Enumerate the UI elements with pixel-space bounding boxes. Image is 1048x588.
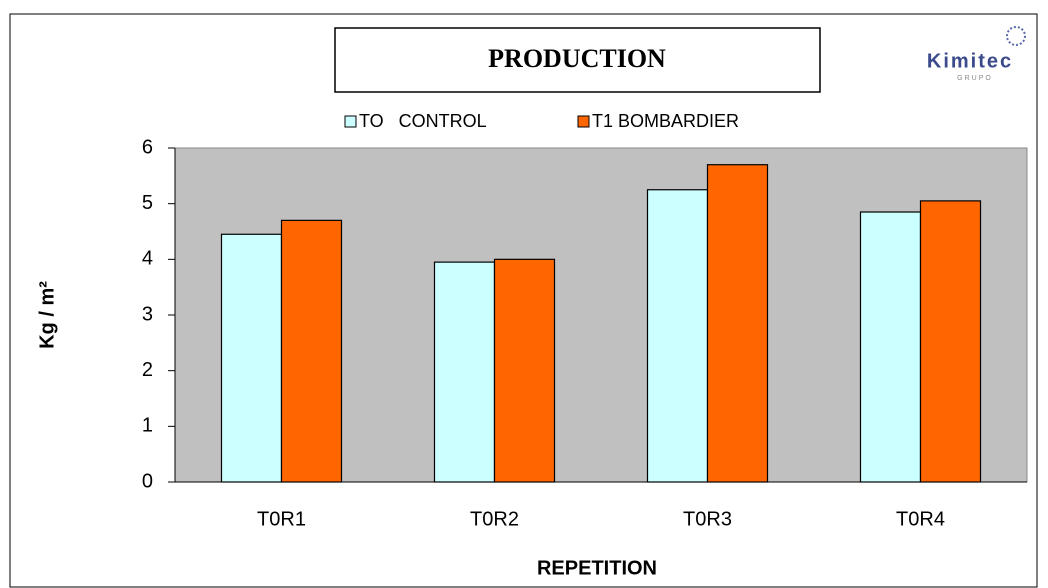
x-tick-label: T0R2 xyxy=(470,508,519,530)
bar xyxy=(706,164,769,483)
logo-sub: GRUPO xyxy=(957,75,993,82)
y-tick-label: 4 xyxy=(142,248,153,270)
y-tick-label: 2 xyxy=(142,359,153,381)
x-tick-label: T0R1 xyxy=(257,508,306,530)
legend-swatch xyxy=(344,115,357,128)
y-axis-label: Kg / m² xyxy=(36,281,58,349)
bar xyxy=(646,189,709,483)
y-tick-label: 5 xyxy=(142,192,153,214)
chart-title: PRODUCTION xyxy=(488,44,666,73)
bar xyxy=(859,211,922,483)
title-box xyxy=(334,27,821,93)
bar xyxy=(919,200,982,483)
logo: Kimitec xyxy=(927,50,1013,72)
legend-swatch xyxy=(577,115,590,128)
legend-label: T1 BOMBARDIER xyxy=(592,111,739,131)
legend-label: TO CONTROL xyxy=(359,111,487,131)
y-tick-label: 1 xyxy=(142,415,153,437)
bar xyxy=(220,233,283,483)
x-tick-label: T0R4 xyxy=(896,508,945,530)
bar xyxy=(433,261,496,483)
y-tick-label: 3 xyxy=(142,303,153,325)
logo-mark xyxy=(1006,26,1026,46)
x-axis-label: REPETITION xyxy=(537,557,657,579)
bar xyxy=(280,219,343,483)
y-tick-label: 0 xyxy=(142,470,153,492)
x-tick-label: T0R3 xyxy=(683,508,732,530)
y-tick-label: 6 xyxy=(142,136,153,158)
bar xyxy=(493,258,556,483)
